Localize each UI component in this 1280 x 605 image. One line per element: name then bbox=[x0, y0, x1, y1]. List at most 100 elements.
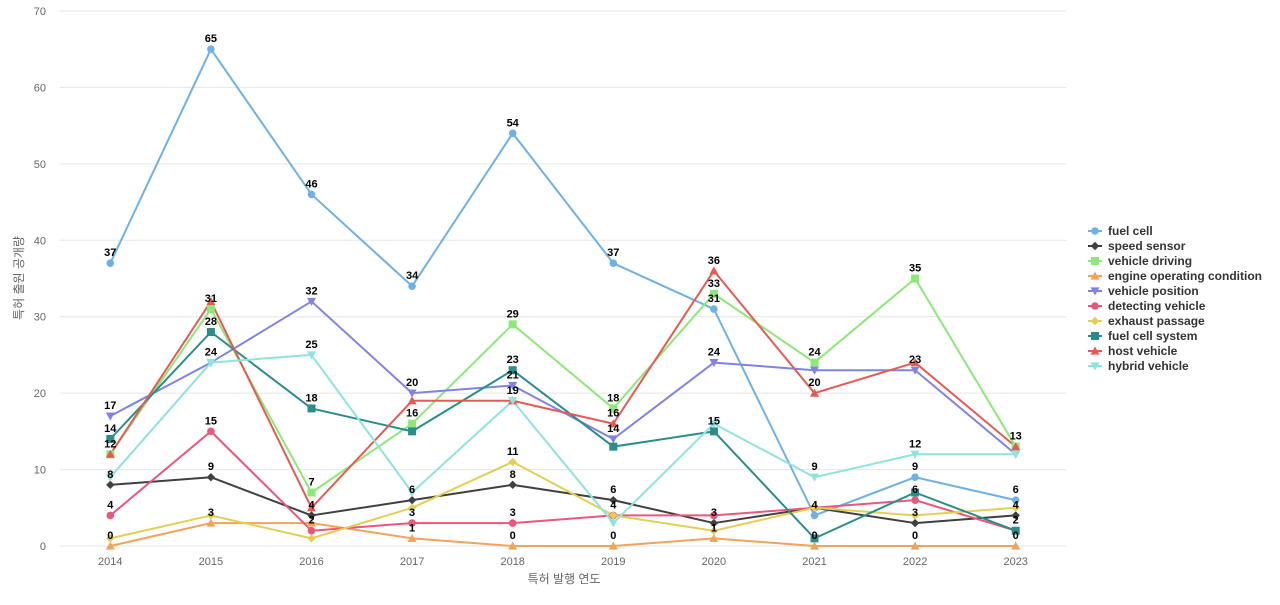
legend-label: vehicle driving bbox=[1108, 254, 1192, 268]
data-point-fuel-cell-system bbox=[508, 366, 517, 375]
data-label: 16 bbox=[406, 408, 418, 420]
data-point-hybrid-vehicle bbox=[608, 519, 618, 528]
data-label: 9 bbox=[912, 461, 918, 473]
data-point-detecting-vehicle bbox=[207, 427, 215, 436]
data-label: 4 bbox=[811, 499, 818, 511]
legend-item[interactable]: speed sensor bbox=[1088, 239, 1186, 253]
data-label: 23 bbox=[507, 354, 519, 366]
data-label: 2 bbox=[308, 515, 314, 527]
legend-marker-icon bbox=[1091, 227, 1099, 235]
legend-marker-icon bbox=[1090, 362, 1100, 371]
data-label: 18 bbox=[305, 392, 317, 404]
data-point-detecting-vehicle bbox=[307, 526, 316, 535]
data-point-fuel-cell-system bbox=[709, 427, 718, 436]
data-point-fuel-cell-system bbox=[810, 534, 819, 543]
data-label: 35 bbox=[909, 263, 921, 275]
data-label: 8 bbox=[510, 469, 516, 481]
data-point-hybrid-vehicle bbox=[407, 488, 417, 497]
legend-item[interactable]: vehicle position bbox=[1088, 284, 1199, 298]
data-label: 7 bbox=[308, 477, 314, 489]
data-label: 21 bbox=[507, 370, 519, 382]
legend-label: engine operating condition bbox=[1108, 269, 1262, 283]
data-point-speed-sensor bbox=[609, 495, 618, 505]
y-tick-label: 40 bbox=[34, 235, 46, 247]
data-point-speed-sensor bbox=[1011, 511, 1020, 520]
y-tick-label: 30 bbox=[34, 312, 46, 324]
data-label: 12 bbox=[909, 438, 921, 450]
data-point-vehicle-position bbox=[709, 358, 719, 368]
data-label: 29 bbox=[507, 308, 519, 320]
data-label: 24 bbox=[205, 347, 218, 359]
legend-marker-icon bbox=[1091, 332, 1099, 340]
data-point-fuel-cell bbox=[911, 473, 919, 482]
legend-item[interactable]: engine operating condition bbox=[1088, 269, 1262, 283]
legend-item[interactable]: exhaust passage bbox=[1088, 314, 1205, 328]
y-axis-title: 특허 출원 공개량 bbox=[12, 236, 26, 320]
data-label: 36 bbox=[708, 255, 720, 267]
x-tick-label: 2016 bbox=[299, 556, 323, 568]
legend-item[interactable]: vehicle driving bbox=[1088, 254, 1192, 268]
data-label: 6 bbox=[1013, 484, 1019, 496]
data-label: 3 bbox=[510, 507, 516, 519]
data-point-engine-operating-condition bbox=[307, 518, 316, 527]
data-label: 6 bbox=[409, 484, 415, 496]
y-tick-label: 50 bbox=[34, 159, 46, 171]
data-label: 32 bbox=[305, 285, 317, 297]
data-label: 28 bbox=[205, 316, 217, 328]
data-point-host-vehicle bbox=[206, 296, 216, 306]
data-point-hybrid-vehicle bbox=[307, 351, 316, 360]
data-label: 2 bbox=[1013, 515, 1019, 527]
data-point-detecting-vehicle bbox=[508, 519, 517, 527]
x-tick-label: 2017 bbox=[400, 556, 424, 568]
data-label: 9 bbox=[208, 461, 214, 473]
data-point-vehicle-position bbox=[407, 389, 417, 398]
data-point-fuel-cell bbox=[1011, 496, 1020, 504]
x-tick-label: 2015 bbox=[199, 556, 223, 568]
data-point-fuel-cell-system bbox=[206, 328, 215, 336]
data-label: 0 bbox=[510, 530, 516, 542]
data-point-host-vehicle bbox=[910, 358, 920, 367]
data-point-exhaust-passage bbox=[810, 503, 819, 512]
series-line-engine-operating-condition bbox=[110, 522, 1016, 547]
legend-item[interactable]: detecting vehicle bbox=[1088, 299, 1206, 313]
data-point-detecting-vehicle bbox=[911, 496, 919, 504]
legend-label: detecting vehicle bbox=[1108, 299, 1206, 313]
data-label: 4 bbox=[308, 499, 315, 511]
legend-item[interactable]: host vehicle bbox=[1088, 344, 1178, 358]
legend-marker-icon bbox=[1090, 346, 1100, 355]
data-point-hybrid-vehicle bbox=[508, 397, 518, 406]
data-point-engine-operating-condition bbox=[910, 541, 920, 550]
data-point-fuel-cell bbox=[710, 305, 718, 313]
data-point-fuel-cell bbox=[207, 45, 215, 54]
data-point-fuel-cell-system bbox=[408, 427, 417, 436]
data-point-exhaust-passage bbox=[407, 503, 417, 512]
legend-label: fuel cell bbox=[1108, 224, 1153, 238]
data-point-detecting-vehicle bbox=[106, 511, 115, 520]
legend-label: host vehicle bbox=[1108, 344, 1178, 358]
data-label: 0 bbox=[1013, 530, 1019, 542]
data-label: 16 bbox=[607, 408, 619, 420]
x-tick-label: 2022 bbox=[903, 556, 927, 568]
data-point-fuel-cell bbox=[810, 511, 819, 520]
x-tick-label: 2020 bbox=[702, 556, 726, 568]
data-label: 1 bbox=[409, 522, 415, 534]
y-tick-label: 20 bbox=[34, 388, 46, 400]
legend-item[interactable]: fuel cell system bbox=[1088, 329, 1197, 343]
legend-item[interactable]: fuel cell bbox=[1088, 224, 1153, 238]
series-line-fuel-cell bbox=[109, 48, 1016, 517]
data-label: 33 bbox=[708, 278, 720, 290]
y-tick-label: 10 bbox=[34, 465, 46, 477]
data-label: 37 bbox=[104, 247, 116, 259]
data-label: 3 bbox=[409, 507, 415, 519]
data-label: 15 bbox=[708, 415, 720, 427]
data-point-fuel-cell-system bbox=[307, 404, 316, 413]
series-markers bbox=[105, 45, 1021, 550]
data-point-vehicle-driving bbox=[307, 488, 316, 497]
data-label: 65 bbox=[205, 33, 217, 45]
data-label: 34 bbox=[406, 270, 419, 282]
data-point-vehicle-driving bbox=[408, 419, 417, 428]
data-label: 0 bbox=[912, 530, 918, 542]
data-label: 25 bbox=[305, 339, 317, 351]
legend-item[interactable]: hybrid vehicle bbox=[1088, 359, 1189, 373]
